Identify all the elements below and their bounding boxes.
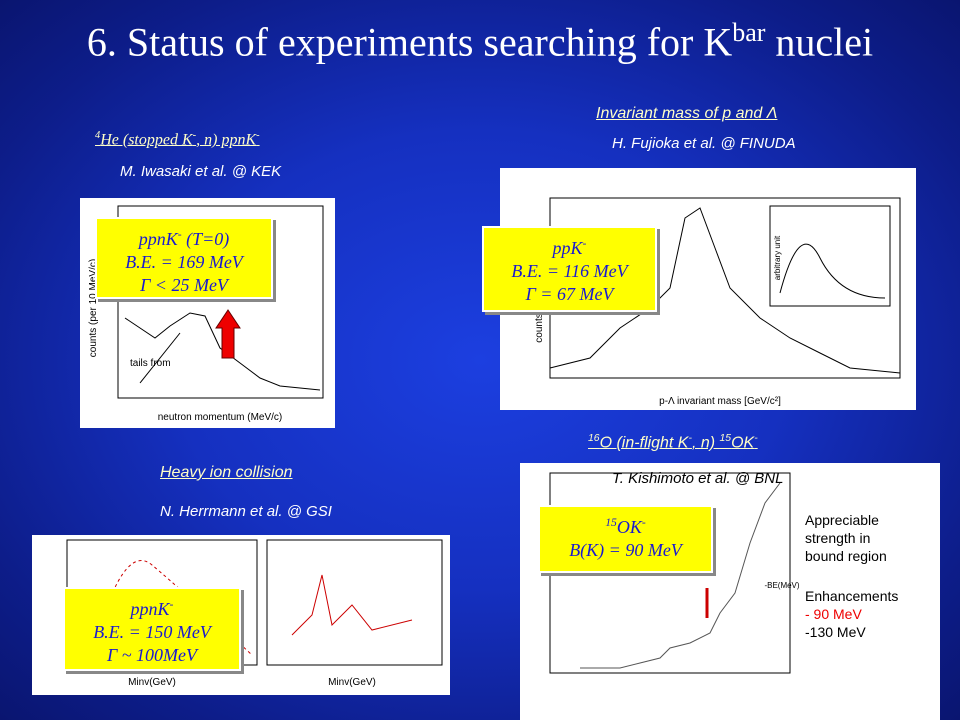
sup: - <box>177 228 182 241</box>
text: ppK <box>552 238 583 258</box>
line: ppnK- <box>65 593 239 621</box>
author: N. Herrmann et al. @ GSI <box>160 503 332 520</box>
annotation: Enhancements <box>805 588 898 604</box>
sup: - <box>641 516 646 529</box>
text: O (in-flight K <box>599 434 689 452</box>
fit <box>779 243 886 299</box>
annotation: Appreciable <box>805 512 879 528</box>
author: H. Fujioka et al. @ FINUDA <box>612 135 796 152</box>
line: Γ < 25 MeV <box>140 275 228 295</box>
text: He (stopped K <box>100 131 193 149</box>
sup: 16 <box>588 433 600 444</box>
sup: - <box>688 433 692 444</box>
annotation: bound region <box>805 548 887 564</box>
data-trace <box>580 482 781 669</box>
text: ppnK <box>138 229 178 249</box>
sup: - <box>256 130 260 141</box>
text: , n) ppnK <box>196 131 257 149</box>
line: 15OK- <box>540 511 711 539</box>
heading: 16O (in-flight K-, n) 15OK- <box>588 433 758 452</box>
text: ppnK <box>130 599 170 619</box>
arrow <box>215 309 241 359</box>
sup: - <box>754 433 758 444</box>
plot-image: -BE(MeV) Appreciable strength in bound r… <box>520 463 940 720</box>
axis-label: counts (per 10 MeV/c) <box>88 259 99 357</box>
line: ppK- <box>484 232 655 260</box>
line: Γ ~ 100MeV <box>107 645 197 665</box>
line: Γ = 67 MeV <box>525 284 614 304</box>
callout: ppnK- B.E. = 150 MeV Γ ~ 100MeV <box>63 587 241 671</box>
callout: ppnK- (T=0) B.E. = 169 MeV Γ < 25 MeV <box>95 217 273 299</box>
text: , n) <box>691 434 720 452</box>
data-trace <box>549 207 901 374</box>
heading: Heavy ion collision <box>160 464 293 481</box>
axis-label: Minv(GeV) <box>328 677 376 688</box>
data-trace <box>124 312 321 391</box>
axis-label: -BE(MeV) <box>764 581 799 590</box>
sup: - <box>192 130 197 141</box>
title-sup: bar <box>732 18 766 47</box>
sup: - <box>582 237 587 250</box>
callout: ppK- B.E. = 116 MeV Γ = 67 MeV <box>482 226 657 312</box>
sup: 15 <box>605 516 617 529</box>
line: B.E. = 116 MeV <box>511 261 628 281</box>
axis-label: arbitrary unit <box>773 235 782 280</box>
frame <box>266 539 443 666</box>
sup: 4 <box>95 130 101 141</box>
sup: 15 <box>719 433 732 444</box>
heading: Invariant mass of p and Λ <box>596 105 778 122</box>
author: M. Iwasaki et al. @ KEK <box>120 163 282 180</box>
axis-label: Minv(GeV) <box>128 677 176 688</box>
text: OK <box>616 517 642 537</box>
pointer <box>139 332 181 384</box>
line: B(K) = 90 MeV <box>569 540 682 560</box>
callout: 15OK- B(K) = 90 MeV <box>538 505 713 573</box>
sup: - <box>169 598 174 611</box>
title: 6. Status of experiments searching for K… <box>0 18 960 65</box>
annotation: -130 MeV <box>805 624 866 640</box>
line: ppnK- (T=0) <box>97 223 271 251</box>
title-text: nuclei <box>765 19 874 65</box>
axis-label: counts <box>534 313 545 342</box>
text: OK <box>731 434 755 452</box>
frame <box>117 205 324 399</box>
line: B.E. = 169 MeV <box>125 252 243 272</box>
inset <box>769 205 891 307</box>
annotation: - 90 MeV <box>805 606 862 622</box>
axis-label: p-Λ invariant mass [GeV/c²] <box>659 396 781 407</box>
heading: 4He (stopped K-, n) ppnK- <box>95 130 260 149</box>
text: (T=0) <box>181 229 230 249</box>
annotation: strength in <box>805 530 870 546</box>
axis-label: neutron momentum (MeV/c) <box>158 412 283 423</box>
frame <box>549 472 791 674</box>
line: B.E. = 150 MeV <box>93 622 211 642</box>
data-trace <box>291 574 413 636</box>
author: T. Kishimoto et al. @ BNL <box>612 470 784 487</box>
annotation: tails from <box>130 358 171 369</box>
title-text: 6. Status of experiments searching for K <box>86 19 733 65</box>
